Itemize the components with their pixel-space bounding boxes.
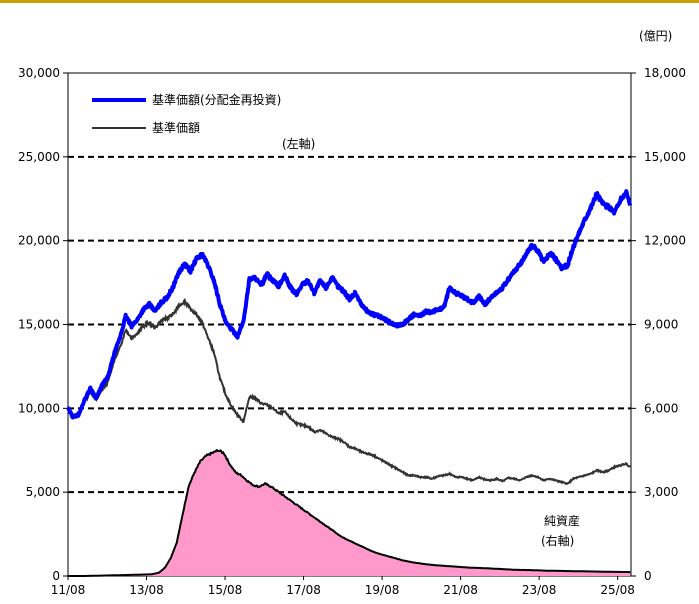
right-axis-unit: (億円): [639, 29, 672, 43]
x-tick-label: 23/08: [522, 583, 557, 597]
right-tick-label: 0: [644, 569, 652, 583]
nav-reinvested-line: [66, 189, 633, 420]
left-tick-label: 5,000: [26, 485, 60, 499]
legend-label-reinvested: 基準価額(分配金再投資): [152, 92, 281, 107]
x-tick-label: 25/08: [600, 583, 635, 597]
x-axis-ticks: 11/08 13/08 15/08 17/08 19/08 21/08 23/08 25/08: [51, 576, 635, 597]
right-tick-label: 9,000: [644, 318, 678, 332]
left-tick-label: 15,000: [18, 318, 60, 332]
x-tick-label: 13/08: [129, 583, 164, 597]
x-tick-label: 19/08: [365, 583, 400, 597]
net-assets-area: [68, 450, 631, 576]
right-tick-label: 12,000: [644, 234, 686, 248]
right-axis-ticks: 0 3,000 6,000 9,000 12,000 15,000 18,000: [631, 66, 686, 583]
left-tick-label: 0: [52, 569, 60, 583]
right-tick-label: 6,000: [644, 401, 678, 415]
legend-label-nav: 基準価額: [152, 120, 200, 135]
right-tick-label: 15,000: [644, 150, 686, 164]
x-tick-label: 15/08: [208, 583, 243, 597]
x-tick-label: 21/08: [443, 583, 478, 597]
left-tick-label: 10,000: [18, 401, 60, 415]
left-tick-label: 25,000: [18, 150, 60, 164]
right-axis-annotation: (右軸): [541, 533, 574, 548]
left-axis-annotation: (左軸): [282, 136, 315, 151]
left-tick-label: 30,000: [18, 66, 60, 80]
right-tick-label: 3,000: [644, 485, 678, 499]
x-tick-label: 11/08: [51, 583, 86, 597]
net-assets-label: 純資産: [544, 513, 580, 528]
right-tick-label: 18,000: [644, 66, 686, 80]
grid-lines: [68, 155, 631, 494]
top-rule: [0, 0, 699, 3]
left-tick-label: 20,000: [18, 234, 60, 248]
nav-line: [67, 297, 631, 486]
x-tick-label: 17/08: [286, 583, 321, 597]
net-assets-outline: [68, 449, 631, 577]
left-axis-ticks: 0 5,000 10,000 15,000 20,000 25,000 30,000: [18, 66, 68, 583]
